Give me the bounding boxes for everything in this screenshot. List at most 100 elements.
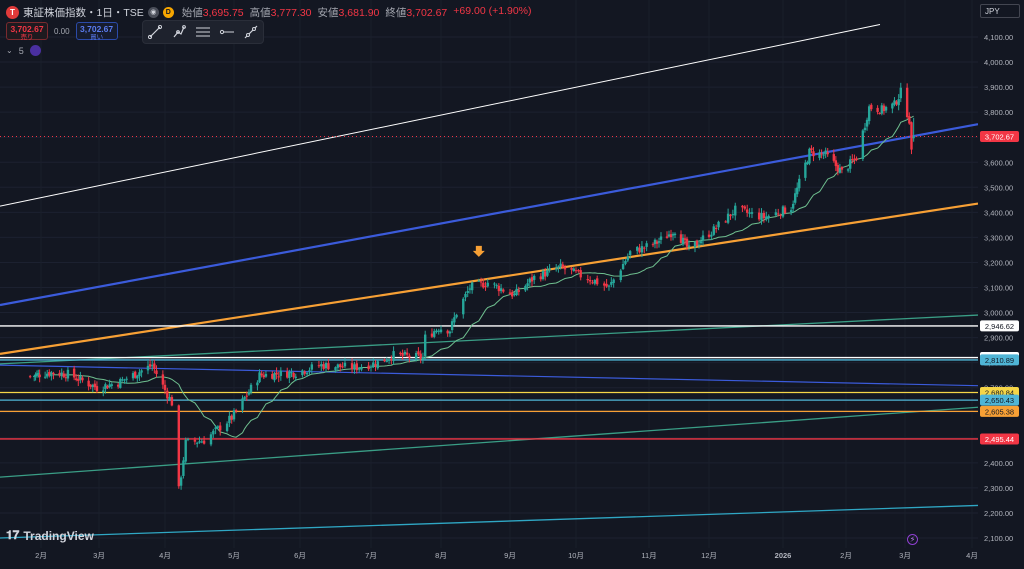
candle — [513, 291, 516, 297]
candle — [477, 278, 481, 282]
y-tick-label: 3,400.00 — [984, 208, 1013, 217]
indicator-legend[interactable]: ⌄ 5 — [6, 45, 41, 56]
candle — [612, 278, 615, 288]
candle-body — [517, 290, 520, 292]
candle-body — [110, 384, 113, 386]
symbol-title[interactable]: 東証株価指数・1日・TSE — [23, 6, 144, 19]
candle — [182, 456, 185, 479]
x-tick-label: 10月 — [568, 551, 584, 560]
candle — [636, 246, 639, 255]
spread-value: 0.00 — [54, 26, 70, 36]
y-tick-label: 2,200.00 — [984, 509, 1013, 518]
candle-body — [610, 281, 613, 285]
buy-price: 3,702.67 — [80, 24, 114, 34]
candle — [155, 365, 158, 378]
candle-body — [586, 278, 589, 281]
candle — [433, 328, 436, 339]
candle-body — [591, 282, 594, 284]
candle-body — [66, 369, 70, 379]
high-value: 3,777.30 — [270, 6, 312, 19]
candle — [75, 374, 78, 382]
candle — [216, 425, 220, 430]
lightning-icon[interactable]: ⚡ — [907, 534, 918, 545]
chevron-down-icon[interactable]: ⌄ — [6, 46, 13, 55]
y-tick-label: 4,000.00 — [984, 58, 1013, 67]
candle — [806, 160, 809, 166]
candle — [387, 358, 391, 364]
green-support-line — [0, 406, 979, 478]
candle-body — [767, 215, 770, 219]
candle — [528, 277, 531, 287]
candle — [198, 436, 201, 444]
trend-line-tool-icon[interactable] — [145, 24, 165, 40]
extended-line-tool-icon[interactable] — [241, 24, 261, 40]
candle — [79, 371, 82, 384]
candle — [810, 145, 813, 154]
candle-body — [341, 366, 344, 368]
candle-body — [863, 127, 867, 131]
candle-body — [640, 246, 644, 253]
ray-tool-icon[interactable] — [217, 24, 237, 40]
eye-icon[interactable]: ◉ — [147, 6, 159, 18]
candle-body — [796, 187, 799, 195]
indicator-dot-icon[interactable] — [29, 45, 41, 56]
close-label: 終値 — [385, 6, 407, 19]
candle — [781, 205, 785, 219]
delayed-badge[interactable]: D — [162, 6, 174, 18]
candle-body — [446, 330, 449, 334]
candle — [530, 273, 534, 287]
candle — [264, 370, 268, 378]
currency-selector[interactable]: JPY — [980, 4, 1020, 18]
price-axis-background — [978, 0, 1024, 564]
candle-body — [820, 153, 823, 155]
candle-body — [511, 292, 514, 297]
candle — [533, 274, 536, 285]
candle — [275, 367, 278, 380]
candle-body — [448, 331, 452, 334]
buy-button[interactable]: 3,702.67 買い — [75, 22, 118, 41]
candle — [626, 253, 630, 263]
cyan-support-line — [0, 504, 979, 539]
candle-body — [499, 288, 503, 292]
price-label-tag — [980, 320, 1019, 332]
candle — [653, 238, 657, 249]
candle-body — [470, 282, 474, 291]
candle-body — [385, 360, 389, 362]
candle-body — [46, 373, 49, 377]
path-tool-icon[interactable] — [169, 24, 189, 40]
candle-body — [93, 383, 97, 388]
candle-body — [557, 266, 560, 269]
candle — [35, 370, 39, 378]
candle-body — [133, 371, 137, 378]
candle-body — [360, 367, 363, 370]
candle — [884, 105, 888, 113]
candle — [832, 149, 836, 163]
candle-body — [198, 441, 201, 443]
candle-body — [665, 236, 669, 238]
candle-body — [43, 376, 47, 378]
candle — [789, 207, 793, 216]
candle — [138, 369, 141, 381]
open-label: 始値 — [181, 6, 203, 19]
ohlc-values: 始値3,695.75 高値3,777.30 安値3,681.90 終値3,702… — [182, 5, 532, 20]
sell-button[interactable]: 3,702.67 売り — [6, 22, 48, 41]
candle — [37, 369, 40, 378]
candle-body — [50, 372, 53, 377]
candle-body — [726, 213, 730, 223]
candle-body — [745, 209, 749, 213]
candle-body — [577, 270, 580, 272]
close-value: 3,702.67 — [406, 6, 448, 19]
orange-arrow-marker — [472, 245, 485, 257]
candle-body — [533, 275, 536, 280]
candle — [595, 275, 599, 286]
candle-body — [138, 372, 141, 377]
candle-body — [502, 289, 505, 292]
candle-body — [72, 368, 76, 378]
candle — [123, 378, 126, 384]
candle-body — [146, 365, 150, 371]
candle — [133, 370, 137, 379]
blue-descending-line — [0, 364, 979, 387]
parallel-channel-tool-icon[interactable] — [193, 24, 213, 40]
